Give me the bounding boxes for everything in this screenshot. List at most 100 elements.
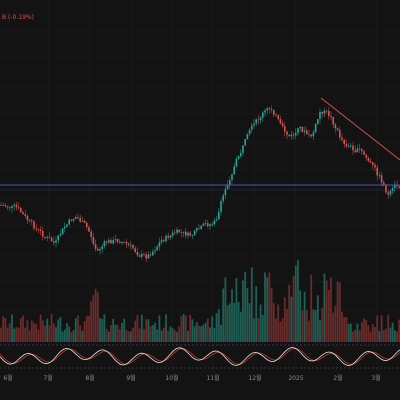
volume-bar — [312, 309, 315, 342]
volume-bar — [57, 319, 60, 342]
candle-body — [116, 239, 119, 242]
volume-bar — [360, 322, 363, 342]
candle-body — [284, 126, 286, 132]
volume-bar — [129, 331, 132, 342]
volume-bar — [310, 274, 313, 342]
volume-bar — [17, 327, 20, 342]
volume-bar — [180, 316, 183, 342]
volume-bar — [297, 260, 299, 342]
candle-body — [266, 108, 268, 111]
volume-bar — [279, 321, 282, 342]
candle-body — [11, 205, 13, 209]
oscillator-slow-line — [0, 348, 400, 365]
volume-bar — [349, 323, 352, 342]
candle-body — [253, 123, 255, 126]
candle-body — [103, 241, 106, 247]
x-tick-label: 11월 — [206, 374, 219, 382]
volume-bar — [283, 297, 286, 342]
volume-bar — [332, 312, 335, 342]
candle-body — [92, 237, 95, 245]
x-tick-label: 6월 — [3, 374, 12, 382]
candle-body — [332, 117, 334, 125]
candle-body — [262, 112, 264, 118]
volume-bar — [52, 323, 55, 342]
volume-bar — [2, 316, 5, 342]
volume-bar — [369, 331, 372, 342]
volume-bar — [59, 317, 62, 342]
candle-body — [306, 130, 308, 135]
volume-bar — [121, 322, 123, 342]
volume-bar — [28, 330, 31, 342]
candle-body — [26, 215, 29, 221]
volume-bar — [176, 331, 178, 342]
candle-body — [17, 207, 20, 209]
candle-body — [22, 212, 24, 215]
candle-body — [303, 130, 306, 132]
x-tick-label: 12월 — [248, 374, 261, 382]
candle-body — [385, 185, 387, 193]
volume-bar — [255, 286, 258, 342]
volume-bar — [261, 314, 264, 342]
volume-bar — [303, 291, 306, 342]
candle-body — [48, 237, 51, 239]
legend-text: B (-0.19%) — [2, 14, 34, 21]
volume-bar — [217, 309, 220, 342]
candle-body — [213, 220, 216, 225]
volume-bar — [158, 315, 161, 342]
volume-bar — [301, 310, 304, 342]
volume-bar — [380, 315, 383, 342]
candle-body — [81, 220, 84, 222]
candle-body — [297, 128, 299, 133]
volume-bar — [224, 277, 227, 342]
trend-line[interactable] — [320, 97, 400, 161]
volume-bar — [112, 318, 115, 342]
candle-body — [185, 231, 187, 236]
volume-bar — [382, 330, 385, 342]
volume-bar — [94, 288, 97, 342]
volume-bar — [209, 327, 211, 342]
volume-bar — [211, 316, 214, 342]
candle-body — [226, 184, 229, 189]
volume-bar — [26, 320, 29, 342]
volume-bar — [354, 329, 357, 342]
candle-body — [273, 110, 275, 115]
candle-body — [281, 123, 284, 127]
volume-bar — [37, 329, 40, 342]
volume-bar — [393, 330, 396, 342]
candle-body — [286, 131, 288, 135]
volume-bar — [202, 324, 205, 342]
candle-body — [145, 254, 147, 259]
candle-body — [79, 217, 81, 222]
candle-body — [158, 242, 161, 247]
candle-body — [330, 116, 332, 118]
volume-bar — [162, 327, 165, 342]
volume-bar — [107, 331, 110, 342]
candle-body — [270, 109, 273, 111]
volume-bar — [391, 322, 394, 342]
candle-body — [130, 244, 132, 246]
candle-body — [372, 162, 374, 165]
volume-bar — [151, 324, 154, 342]
volume-bar — [114, 324, 117, 342]
volume-bar — [264, 272, 266, 342]
volume-bar — [347, 323, 350, 342]
volume-bar — [46, 318, 49, 342]
candle-body — [112, 240, 114, 244]
candle-body — [224, 188, 227, 196]
volume-bar — [0, 327, 2, 342]
volume-bar — [118, 329, 121, 342]
candle-body — [251, 125, 253, 130]
candle-body — [347, 146, 350, 148]
candle-body — [20, 208, 22, 213]
candle-body — [132, 244, 134, 249]
annotation-lines — [0, 97, 400, 191]
volume-bars — [0, 260, 400, 342]
volume-bar — [70, 331, 73, 342]
volume-bar — [116, 324, 119, 342]
candle-body — [50, 238, 53, 242]
candle-body — [211, 224, 213, 225]
candle-body — [77, 217, 79, 218]
candle-body — [143, 254, 145, 255]
candle-body — [369, 161, 372, 163]
